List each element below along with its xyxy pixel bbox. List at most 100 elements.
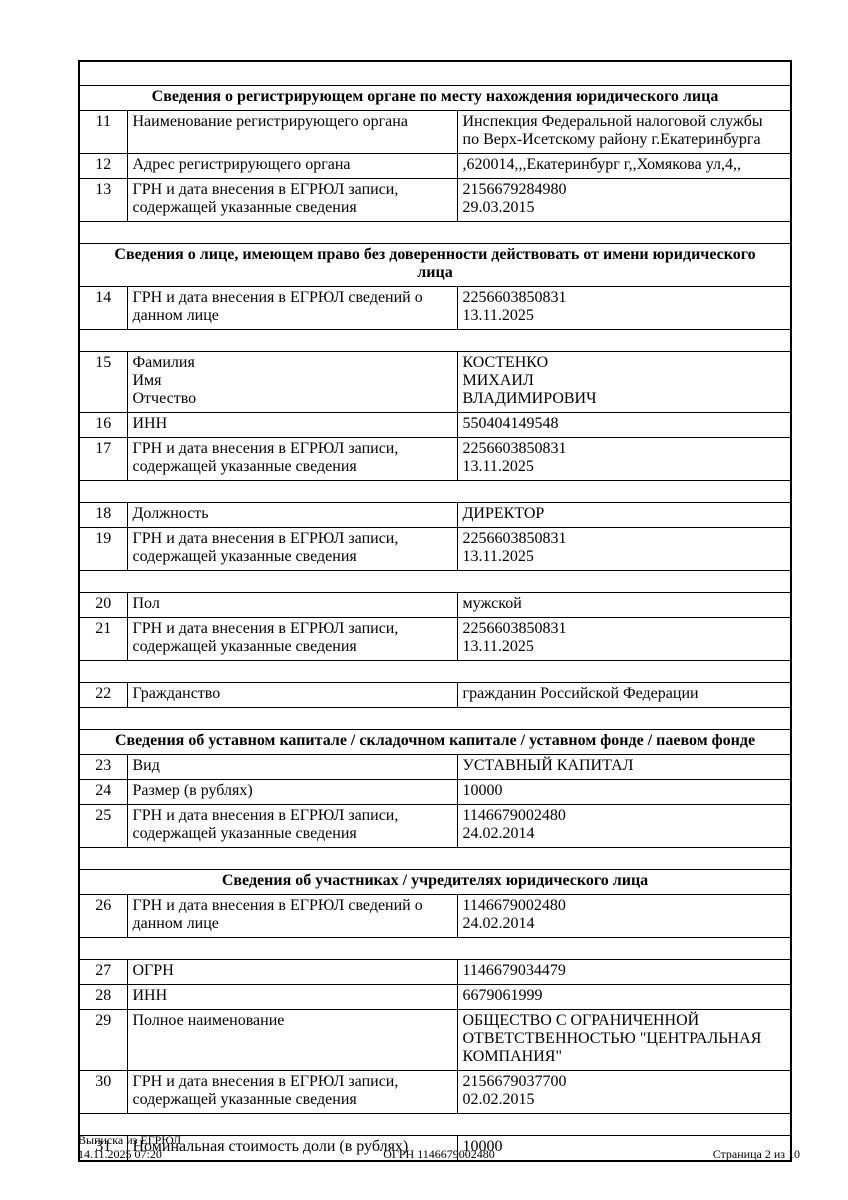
section-title-line: лица: [417, 263, 453, 281]
value-line: 13.11.2025: [462, 637, 534, 655]
row-label-cell: ГРН и дата внесения в ЕГРЮЛ записи, содер…: [126, 803, 458, 848]
label-line: Должность: [132, 504, 209, 522]
row-number-cell: 18: [78, 501, 128, 528]
row-label-cell: ГРН и дата внесения в ЕГРЮЛ записи, содер…: [126, 616, 458, 661]
row-label-cell: Номинальная стоимость доли (в рублях): [126, 1134, 458, 1161]
row-number-cell: 17: [78, 436, 128, 481]
value-line: 2156679037700: [462, 1072, 567, 1090]
row-value-cell: 2256603850831 13.11.2025: [456, 285, 792, 330]
spacer-row: [78, 328, 792, 352]
value-line: 1146679002480: [462, 806, 566, 824]
label-line: Фамилия: [132, 353, 195, 371]
egrul-extract-table: Сведения о регистрирующем органе по мест…: [78, 60, 793, 1162]
table-row: 18 Должность ДИРЕКТОР: [78, 501, 792, 528]
label-line: ГРН и дата внесения в ЕГРЮЛ записи,: [132, 439, 399, 457]
label-line: ГРН и дата внесения в ЕГРЮЛ сведений о: [132, 896, 423, 914]
label-line: ГРН и дата внесения в ЕГРЮЛ записи,: [132, 1072, 399, 1090]
row-value-cell: ОБЩЕСТВО С ОГРАНИЧЕННОЙ ОТВЕТСТВЕННОСТЬЮ …: [456, 1008, 792, 1071]
label-line: данном лице: [132, 914, 219, 932]
section-title-line: Сведения об уставном капитале / складочн…: [114, 731, 756, 749]
row-number-cell: 16: [78, 411, 128, 438]
value-line: 2256603850831: [462, 619, 567, 637]
label-line: содержащей указанные сведения: [132, 1090, 357, 1108]
section-title-line: Сведения о регистрирующем органе по мест…: [151, 87, 719, 105]
value-line: 2256603850831: [462, 439, 567, 457]
spacer-cell: [78, 706, 792, 730]
value-line: 13.11.2025: [462, 547, 534, 565]
value-line: ОБЩЕСТВО С ОГРАНИЧЕННОЙ: [462, 1011, 700, 1029]
label-line: Номинальная стоимость доли (в рублях): [132, 1137, 409, 1155]
table-row: 25 ГРН и дата внесения в ЕГРЮЛ записи, сод…: [78, 803, 792, 848]
value-line: 2256603850831: [462, 529, 567, 547]
value-line: 02.02.2015: [462, 1090, 535, 1108]
label-line: Имя: [132, 371, 162, 389]
value-line: Инспекция Федеральной налоговой службы: [462, 112, 763, 130]
spacer-row: [78, 569, 792, 593]
egrul-extract-table-body: Сведения о регистрирующем органе по мест…: [78, 60, 792, 1161]
label-line: ГРН и дата внесения в ЕГРЮЛ сведений о: [132, 288, 423, 306]
footer-page-indicator: Страница 2 из 10: [712, 1147, 801, 1161]
label-line: ГРН и дата внесения в ЕГРЮЛ записи,: [132, 619, 399, 637]
label-line: содержащей указанные сведения: [132, 457, 357, 475]
spacer-row: [78, 846, 792, 870]
value-line: 6679061999: [462, 986, 543, 1004]
value-line: 24.02.2014: [462, 914, 535, 932]
row-number-cell: 24: [78, 778, 128, 805]
spacer-cell: [78, 846, 792, 870]
row-label-cell: Наименование регистрирующего органа: [126, 109, 458, 154]
spacer-row: [78, 1112, 792, 1136]
table-row: 15 Фамилия Имя Отчество КОСТЕНКО МИХАИЛ ВЛАДИМ…: [78, 350, 792, 413]
label-line: Вид: [132, 756, 160, 774]
value-line: 29.03.2015: [462, 198, 535, 216]
value-line: 2156679284980: [462, 180, 567, 198]
value-line: 1146679034479: [462, 961, 566, 979]
row-number-cell: 25: [78, 803, 128, 848]
label-line: Отчество: [132, 389, 197, 407]
row-value-cell: 2256603850831 13.11.2025: [456, 436, 792, 481]
spacer-cell: [78, 220, 792, 244]
row-label-cell: ОГРН: [126, 958, 458, 985]
spacer-cell: [78, 569, 792, 593]
table-row: 24 Размер (в рублях) 10000: [78, 778, 792, 805]
row-label-cell: ИНН: [126, 411, 458, 438]
row-number-cell: 11: [78, 109, 128, 154]
label-line: Пол: [132, 594, 160, 612]
value-line: 1146679002480: [462, 896, 566, 914]
table-row: 22 Гражданство гражданин Российской Федера…: [78, 681, 792, 708]
row-value-cell: 2256603850831 13.11.2025: [456, 526, 792, 571]
label-line: содержащей указанные сведения: [132, 824, 357, 842]
row-number-cell: 29: [78, 1008, 128, 1071]
row-number-cell: 27: [78, 958, 128, 985]
section-header-row: Сведения о регистрирующем органе по мест…: [78, 84, 792, 111]
row-number-cell: 28: [78, 983, 128, 1010]
value-line: 10000: [462, 781, 503, 799]
label-line: содержащей указанные сведения: [132, 198, 357, 216]
section-header-row: Сведения об уставном капитале / складочн…: [78, 728, 792, 755]
label-line: ИНН: [132, 414, 168, 432]
value-line: 550404149548: [462, 414, 559, 432]
row-number-cell: 19: [78, 526, 128, 571]
row-label-cell: Гражданство: [126, 681, 458, 708]
spacer-cell: [78, 936, 792, 960]
value-line: гражданин Российской Федерации: [462, 684, 699, 702]
row-label-cell: Пол: [126, 591, 458, 618]
spacer-cell: [78, 1112, 792, 1136]
value-line: 24.02.2014: [462, 824, 535, 842]
row-label-cell: Размер (в рублях): [126, 778, 458, 805]
label-line: ОГРН: [132, 961, 174, 979]
footer-generated-timestamp: 14.11.2025 07:20: [78, 1147, 162, 1161]
row-value-cell: 2256603850831 13.11.2025: [456, 616, 792, 661]
value-line: КОМПАНИЯ": [462, 1047, 562, 1065]
row-number-cell: 26: [78, 893, 128, 938]
section-title: Сведения о регистрирующем органе по мест…: [78, 84, 792, 111]
table-row: 28 ИНН 6679061999: [78, 983, 792, 1010]
row-value-cell: 1146679002480 24.02.2014: [456, 893, 792, 938]
page-footer: Выписка из ЕГРЮЛ 14.11.2025 07:20 ОГРН 1…: [78, 1133, 800, 1161]
row-value-cell: 10000: [456, 1134, 792, 1161]
row-label-cell: ГРН и дата внесения в ЕГРЮЛ записи, содер…: [126, 526, 458, 571]
table-row: 21 ГРН и дата внесения в ЕГРЮЛ записи, сод…: [78, 616, 792, 661]
row-value-cell: ,620014,,,Екатеринбург г,,Хомякова ул,4,…: [456, 152, 792, 179]
value-line: по Верх-Исетскому району г.Екатеринбурга: [462, 130, 761, 148]
row-label-cell: ГРН и дата внесения в ЕГРЮЛ записи, содер…: [126, 1069, 458, 1114]
row-label-cell: ГРН и дата внесения в ЕГРЮЛ записи, содер…: [126, 177, 458, 222]
